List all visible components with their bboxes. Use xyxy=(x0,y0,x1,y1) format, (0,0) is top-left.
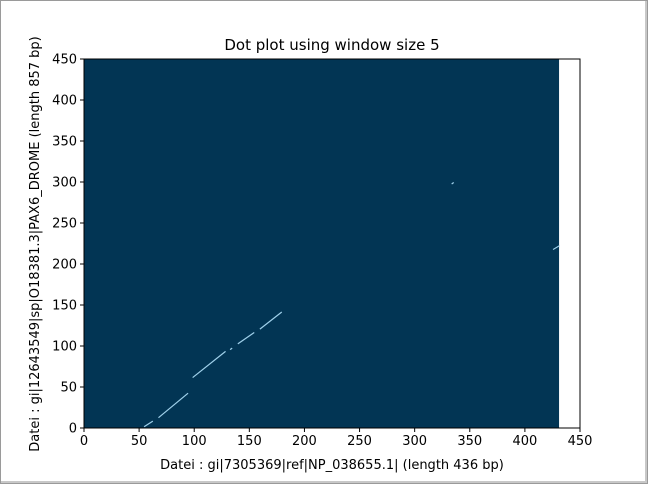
y-tick-label: 400 xyxy=(52,94,77,109)
y-tick-label: 100 xyxy=(52,340,77,355)
match-segment xyxy=(158,392,189,419)
y-tick-label: 350 xyxy=(52,135,77,150)
y-tick-label: 200 xyxy=(52,258,77,273)
x-tick-label: 50 xyxy=(131,434,148,449)
axes-frame xyxy=(83,58,581,429)
x-tick-label: 100 xyxy=(182,434,207,449)
match-segment xyxy=(192,350,226,379)
x-tick-label: 150 xyxy=(237,434,262,449)
y-tick-label: 150 xyxy=(52,299,77,314)
match-segment xyxy=(229,347,233,351)
x-tick-label: 0 xyxy=(80,434,88,449)
x-axis: 0 50 100 150 200 250 300 350 400 450 xyxy=(80,428,593,449)
y-tick-label: 50 xyxy=(60,381,77,396)
match-segment xyxy=(237,332,255,345)
y-tick-label: 450 xyxy=(52,53,77,68)
match-segment xyxy=(259,311,283,330)
match-segment xyxy=(451,181,455,185)
match-segment xyxy=(552,245,560,251)
dot-matrix-image xyxy=(84,59,560,428)
x-tick-label: 200 xyxy=(292,434,317,449)
x-tick-label: 400 xyxy=(512,434,537,449)
x-tick-label: 250 xyxy=(347,434,372,449)
y-axis: 0 50 100 150 200 250 300 350 400 450 xyxy=(52,53,84,437)
x-tick-label: 350 xyxy=(457,434,482,449)
x-tick-label: 300 xyxy=(402,434,427,449)
chart-title: Dot plot using window size 5 xyxy=(224,36,439,54)
x-tick-label: 450 xyxy=(568,434,593,449)
y-tick-label: 0 xyxy=(69,422,77,437)
plot-area xyxy=(83,58,581,429)
y-tick-label: 250 xyxy=(52,217,77,232)
y-axis-label: Datei : gi|12643549|sp|O18381.3|PAX6_DRO… xyxy=(28,36,43,451)
x-axis-label: Datei : gi|7305369|ref|NP_038655.1| (len… xyxy=(160,458,504,473)
y-tick-label: 300 xyxy=(52,176,77,191)
match-segment xyxy=(143,420,154,428)
